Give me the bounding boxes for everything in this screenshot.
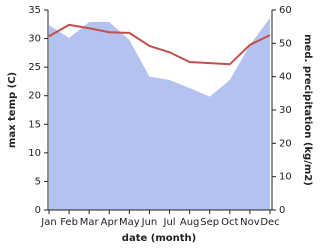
x-tick-label: Jul [163, 217, 176, 228]
y2-tick-label: 30 [279, 105, 292, 116]
y2-tick-label: 20 [279, 138, 292, 149]
y-tick-label: 0 [35, 205, 41, 216]
y-tick-label: 25 [28, 62, 41, 73]
y-tick-label: 5 [35, 176, 41, 187]
x-tick-label: Feb [60, 217, 78, 228]
x-tick-label: Sep [200, 217, 219, 228]
y-tick-label: 20 [28, 91, 41, 102]
y2-tick-label: 60 [279, 5, 292, 16]
y2-tick-label: 50 [279, 38, 292, 49]
chart: date (month) max temp (C) med. precipita… [7, 5, 313, 244]
y-tick-label: 30 [28, 34, 41, 45]
y2-tick-label: 40 [279, 72, 292, 83]
x-tick-label: Nov [240, 217, 260, 228]
x-tick-label: Jan [40, 217, 56, 228]
y-tick-label: 10 [28, 148, 41, 159]
line [48, 23, 271, 66]
y-axis-title: max temp (C) [7, 72, 18, 148]
x-tick-label: Dec [260, 217, 279, 228]
y-tick-label: 35 [28, 5, 41, 16]
x-tick-label: Mar [80, 217, 100, 228]
x-tick-label: Oct [221, 217, 238, 228]
x-tick-label: May [119, 217, 140, 228]
y2-tick-label: 10 [279, 172, 292, 183]
x-axis-title: date (month) [122, 233, 196, 244]
area [49, 18, 270, 210]
x-tick-label: Apr [101, 217, 119, 228]
x-tick-label: Jun [141, 217, 158, 228]
y2-tick-label: 0 [279, 205, 285, 216]
y2-axis-title: med. precipitation (kg/m2) [302, 34, 313, 186]
x-tick-label: Aug [180, 217, 200, 228]
y-tick-label: 15 [28, 119, 41, 130]
